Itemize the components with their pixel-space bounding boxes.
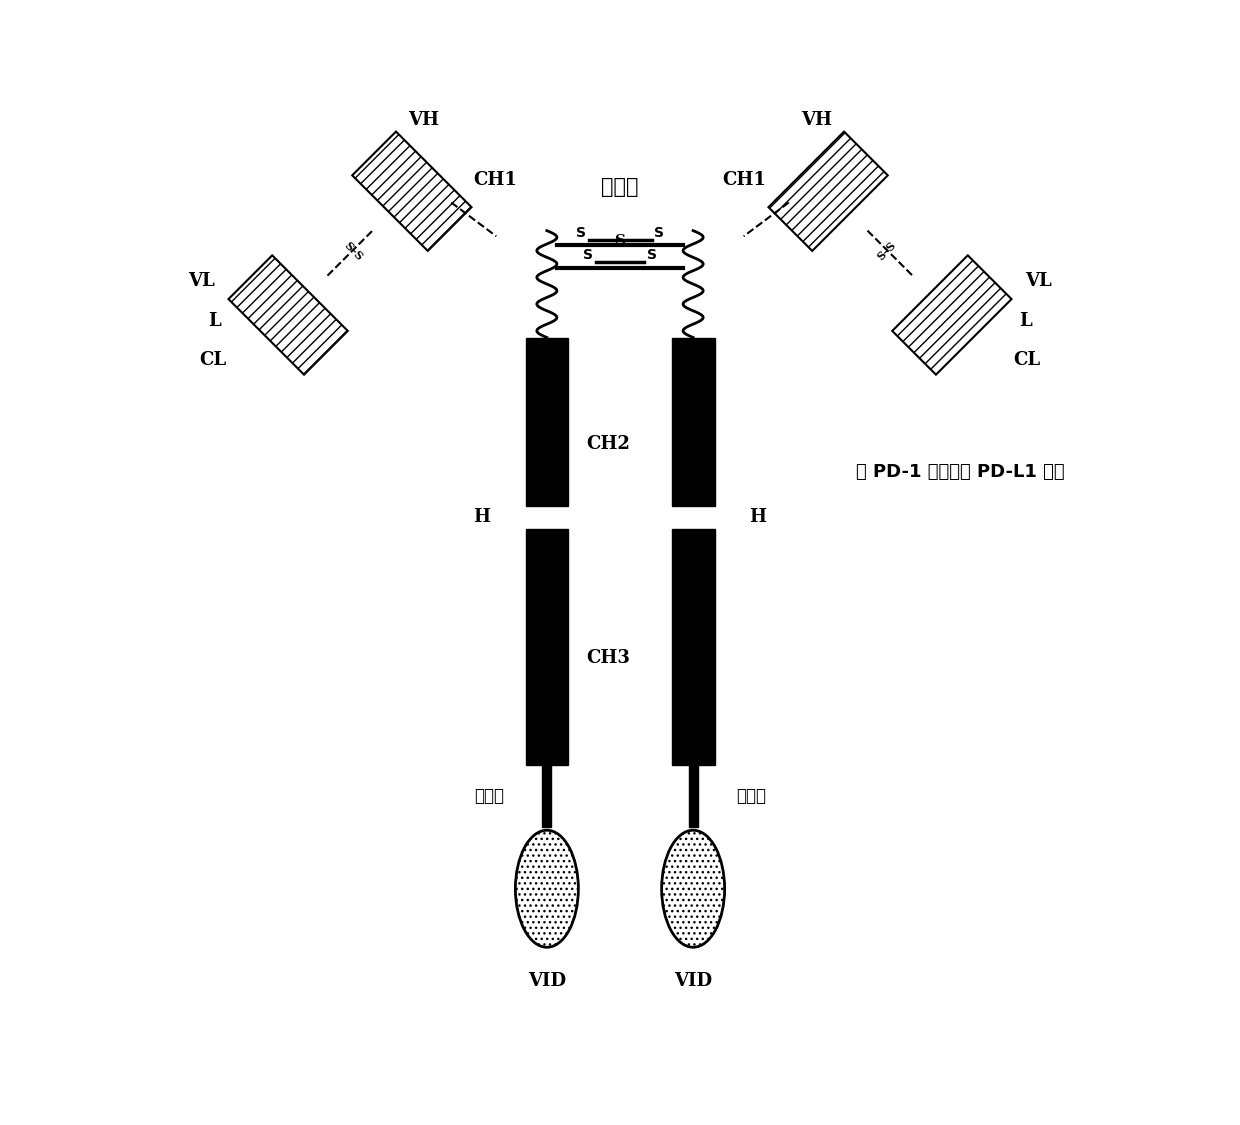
Text: CH3: CH3 [587, 649, 630, 667]
Text: 绮链区: 绮链区 [601, 177, 639, 197]
Text: VH: VH [801, 111, 832, 129]
Text: S: S [584, 249, 594, 262]
Ellipse shape [662, 830, 724, 947]
Bar [542, 765, 552, 827]
FancyBboxPatch shape [228, 255, 347, 375]
Bar [672, 338, 714, 506]
Text: CL: CL [200, 351, 226, 369]
Text: CH2: CH2 [587, 435, 630, 453]
Text: VH: VH [408, 111, 439, 129]
FancyBboxPatch shape [352, 132, 471, 251]
Text: S: S [575, 226, 585, 240]
Text: VL: VL [1025, 272, 1052, 290]
Text: 肽接头: 肽接头 [474, 788, 505, 806]
Text: S: S [615, 234, 625, 248]
Text: CL: CL [1014, 351, 1040, 369]
Bar [526, 529, 568, 765]
Text: H: H [749, 508, 766, 526]
Bar [672, 529, 714, 765]
FancyBboxPatch shape [769, 132, 888, 251]
Text: L: L [208, 312, 221, 330]
Text: S–S: S–S [875, 240, 898, 262]
Text: VL: VL [188, 272, 215, 290]
Ellipse shape [516, 830, 578, 947]
Text: 肽接头: 肽接头 [735, 788, 766, 806]
Text: H: H [474, 508, 491, 526]
Text: 抗 PD-1 抗体或抗 PD-L1 抗体: 抗 PD-1 抗体或抗 PD-L1 抗体 [857, 464, 1065, 482]
Text: S: S [655, 226, 665, 240]
Text: VID: VID [675, 972, 712, 990]
FancyBboxPatch shape [893, 255, 1012, 375]
Bar [526, 338, 568, 506]
Text: VID: VID [528, 972, 565, 990]
Text: CH1: CH1 [474, 171, 517, 189]
Text: S–S: S–S [342, 240, 365, 262]
Text: CH1: CH1 [723, 171, 766, 189]
Text: S: S [646, 249, 656, 262]
Text: —: — [605, 234, 635, 248]
Text: L: L [1019, 312, 1032, 330]
Bar [688, 765, 698, 827]
